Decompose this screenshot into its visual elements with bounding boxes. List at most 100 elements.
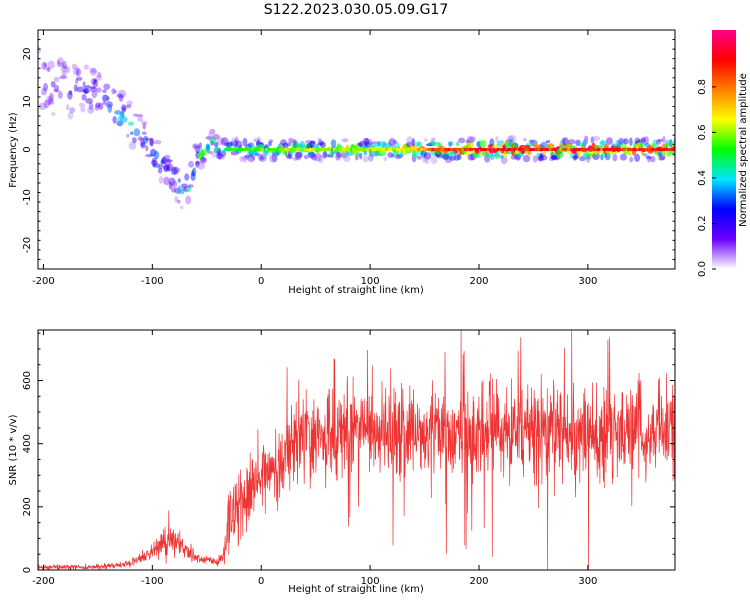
heatmap-cell xyxy=(245,147,250,152)
heatmap-cell xyxy=(264,147,269,152)
heatmap-cell xyxy=(335,152,341,161)
heatmap-cell xyxy=(635,157,639,161)
heatmap-cell xyxy=(447,147,451,152)
heatmap-cell xyxy=(383,156,388,162)
heatmap-cell xyxy=(91,90,98,99)
heatmap-cell xyxy=(68,90,73,96)
heatmap-cell xyxy=(190,172,196,181)
heatmap-cell xyxy=(597,147,601,152)
heatmap-cell xyxy=(411,138,416,147)
heatmap-cell xyxy=(582,139,587,148)
heatmap-cell xyxy=(57,90,63,99)
heatmap-cell xyxy=(317,137,322,142)
y-tick-label: 600 xyxy=(22,371,33,390)
y-tick-label: 20 xyxy=(22,48,33,61)
heatmap-cell xyxy=(89,86,97,93)
colorbar: 0.0 0.2 0.4 0.6 0.8 Normalized spectral ampl… xyxy=(697,30,749,277)
heatmap-cell xyxy=(48,99,55,105)
heatmap-cell xyxy=(336,151,342,159)
heatmap-cell xyxy=(145,145,149,152)
heatmap-cell xyxy=(618,137,627,142)
heatmap-cell xyxy=(472,152,478,158)
heatmap-cell xyxy=(184,173,190,181)
heatmap-cell xyxy=(149,137,154,146)
heatmap-cell xyxy=(330,139,337,148)
colorbar-tick-label: 0.0 xyxy=(697,261,708,277)
heatmap-cell xyxy=(45,95,54,105)
heatmap-cell xyxy=(629,156,634,163)
heatmap-cell xyxy=(137,136,143,141)
heatmap-cell xyxy=(142,135,149,144)
heatmap-cell xyxy=(424,155,430,165)
heatmap-cell xyxy=(152,163,161,168)
heatmap-cell xyxy=(424,138,428,143)
heatmap-cell xyxy=(83,88,88,93)
heatmap-cell xyxy=(481,150,486,157)
colorbar-ticks: 0.0 0.2 0.4 0.6 0.8 xyxy=(697,79,716,277)
heatmap-cell xyxy=(628,152,633,157)
heatmap-cell xyxy=(295,151,303,159)
heatmap-cell xyxy=(92,79,99,88)
heatmap-cell xyxy=(318,155,324,163)
heatmap-cell xyxy=(431,137,436,142)
heatmap-cell xyxy=(458,137,466,144)
heatmap-cell xyxy=(163,176,170,186)
heatmap-cell xyxy=(49,92,54,102)
heatmap-cell xyxy=(623,138,629,145)
heatmap-cell xyxy=(199,152,207,156)
heatmap-cell xyxy=(317,142,325,146)
heatmap-cell xyxy=(212,134,220,140)
heatmap-cell xyxy=(90,86,96,90)
heatmap-cell xyxy=(646,155,652,163)
heatmap-cell xyxy=(141,120,148,125)
heatmap-cell xyxy=(91,69,98,73)
heatmap-cell xyxy=(96,71,102,78)
heatmap-cell xyxy=(43,66,50,70)
heatmap-cell xyxy=(448,141,454,146)
heatmap-cell xyxy=(532,155,538,163)
heatmap-cell xyxy=(362,155,369,163)
heatmap-cell xyxy=(588,147,593,152)
heatmap-cell xyxy=(119,111,125,117)
snr-axes: -200 -100 0 100 200 300 0 200 400 600 xyxy=(22,330,675,587)
heatmap-cell xyxy=(269,154,277,163)
heatmap-cell xyxy=(292,147,296,152)
heatmap-cell xyxy=(669,140,673,148)
heatmap-cell xyxy=(166,165,171,172)
heatmap-cell xyxy=(393,140,398,144)
heatmap-cell xyxy=(206,144,211,151)
heatmap-cell xyxy=(641,136,646,144)
heatmap-cell xyxy=(639,141,643,148)
heatmap-cell xyxy=(551,154,558,161)
heatmap-cell xyxy=(303,154,309,160)
heatmap-cell xyxy=(662,150,666,157)
heatmap-cell xyxy=(208,150,213,155)
heatmap-cell xyxy=(482,147,487,152)
heatmap-cell xyxy=(59,75,67,80)
heatmap-cell xyxy=(126,104,132,109)
heatmap-cell xyxy=(629,137,633,146)
heatmap-cell xyxy=(411,149,419,158)
heatmap-cell xyxy=(343,155,351,163)
heatmap-cell xyxy=(76,68,82,77)
heatmap-cell xyxy=(62,65,68,69)
x-tick-label: 200 xyxy=(469,276,488,287)
heatmap-cell xyxy=(520,147,525,152)
heatmap-cell xyxy=(422,157,427,163)
heatmap-cell xyxy=(658,157,665,161)
heatmap-cell xyxy=(569,153,576,159)
heatmap-cell xyxy=(197,162,205,170)
heatmap-cell xyxy=(43,62,48,68)
heatmap-cell xyxy=(118,89,126,99)
heatmap-cell xyxy=(187,184,194,188)
heatmap-cell xyxy=(599,140,608,145)
heatmap-cell xyxy=(116,93,124,98)
heatmap-cell xyxy=(356,152,360,157)
heatmap-cell xyxy=(538,153,544,161)
heatmap-cell xyxy=(166,159,173,163)
heatmap-cell xyxy=(133,113,138,117)
heatmap-cell xyxy=(525,144,531,149)
heatmap-cell xyxy=(153,140,162,145)
heatmap-cell xyxy=(652,139,659,148)
heatmap-cell xyxy=(643,153,648,157)
